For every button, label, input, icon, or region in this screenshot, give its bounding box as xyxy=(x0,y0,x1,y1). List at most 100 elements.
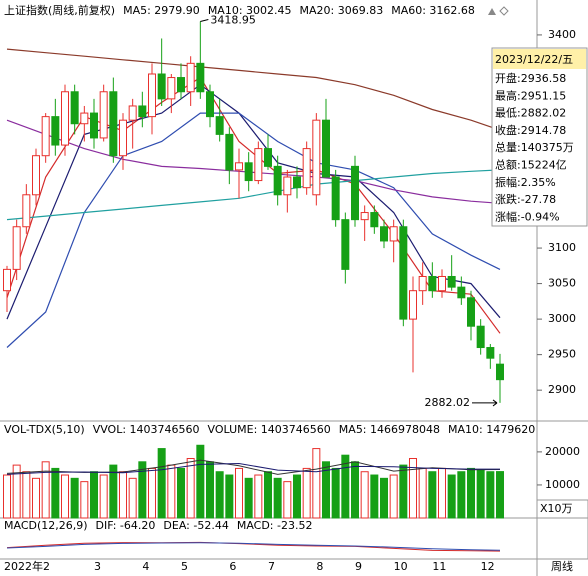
candle-body xyxy=(90,112,98,139)
candle-body xyxy=(496,363,504,381)
candle-body xyxy=(80,112,89,125)
candle-body xyxy=(380,226,388,242)
info-date-bg xyxy=(493,49,586,69)
toggle-icon[interactable] xyxy=(488,8,496,15)
ma-line xyxy=(6,462,500,475)
volume-bar xyxy=(41,461,50,519)
volume-bar xyxy=(244,477,253,519)
candle-body xyxy=(322,119,330,178)
annotation-arrow xyxy=(200,18,209,22)
volume-bar xyxy=(293,474,301,519)
candle-body xyxy=(418,275,427,292)
y-tick-label: 20000 xyxy=(545,445,580,458)
legend-entry: MA10: 1479620 xyxy=(448,423,535,436)
volume-bar xyxy=(302,467,311,519)
volume-bar xyxy=(467,467,475,519)
volume-bar xyxy=(61,474,69,519)
candle-body xyxy=(399,226,408,320)
candle-body xyxy=(138,105,147,118)
info-row: 涨跌:-27.78 xyxy=(495,192,556,206)
candle-body xyxy=(206,91,214,118)
candle-body xyxy=(12,226,21,270)
volume-bar xyxy=(225,474,234,519)
volume-bar xyxy=(167,464,176,519)
volume-bar xyxy=(331,467,340,519)
candle-body xyxy=(293,176,301,189)
volume-bar xyxy=(351,461,359,519)
legend-entry: MACD(12,26,9) xyxy=(4,519,88,532)
candle-body xyxy=(370,212,379,228)
x-tick-label: 8 xyxy=(316,560,323,573)
volume-bar xyxy=(148,467,156,519)
volume-bar xyxy=(283,481,292,519)
volume-bar xyxy=(322,461,330,519)
volume-bar xyxy=(409,457,417,519)
candle-body xyxy=(3,268,11,292)
volume-bar xyxy=(360,471,369,519)
ma-line xyxy=(6,169,501,221)
x-tick-label: 5 xyxy=(181,560,188,573)
annotation-arrow xyxy=(472,399,498,407)
volume-bar xyxy=(186,457,195,519)
volume-bar xyxy=(438,467,446,519)
legend-entry: MA5: 2979.90 xyxy=(123,4,200,17)
info-box xyxy=(491,47,588,227)
volume-bar xyxy=(476,469,485,519)
candle-body xyxy=(22,194,31,228)
volume-bar xyxy=(51,467,60,519)
candle-body xyxy=(186,62,195,93)
info-row: 振幅:2.35% xyxy=(495,175,556,189)
x-tick-label: 2022年2 xyxy=(4,559,50,573)
period-label: 周线 xyxy=(551,559,573,573)
volume-bar xyxy=(196,444,205,519)
info-row: 总额:15224亿 xyxy=(495,158,567,172)
candle-body xyxy=(409,290,417,320)
candle-body xyxy=(148,73,156,118)
info-row: 涨幅:-0.94% xyxy=(495,210,560,223)
volume-bar xyxy=(418,467,427,519)
legend-entry: MACD: -23.52 xyxy=(237,519,313,532)
candle-body xyxy=(312,119,321,196)
info-row: 最高:2951.15 xyxy=(495,88,566,102)
ma-line xyxy=(6,542,501,551)
candle-body xyxy=(302,148,311,189)
y-tick-label: 3050 xyxy=(548,277,576,290)
legend-entry: MA10: 3002.45 xyxy=(208,4,292,17)
info-row: 总量:140375万 xyxy=(495,140,574,154)
candle-body xyxy=(360,212,369,221)
legend-entry: VVOL: 1403746560 xyxy=(93,423,200,436)
y-tick-label: 3000 xyxy=(548,312,576,325)
volume-bar xyxy=(486,471,495,519)
x-tick-label: 3 xyxy=(94,560,101,573)
candle-body xyxy=(457,286,466,299)
candle-body xyxy=(70,91,79,125)
candle-body xyxy=(476,325,485,349)
candle-body xyxy=(109,91,118,157)
info-date: 2023/12/22/五 xyxy=(495,53,573,66)
volume-bar xyxy=(235,467,243,519)
volume-bar xyxy=(496,471,504,519)
volume-bar xyxy=(380,477,388,519)
chart-layer: 2900295030003050310031503200325033003350… xyxy=(3,3,588,573)
volume-bar xyxy=(341,454,350,519)
candle-body xyxy=(254,148,263,182)
volume-bar xyxy=(3,474,11,519)
candle-body xyxy=(128,105,137,121)
ma-line xyxy=(6,112,501,348)
volume-bar xyxy=(22,471,31,519)
candle-body xyxy=(215,116,224,135)
volume-bar xyxy=(70,477,79,519)
candle-body xyxy=(99,91,108,139)
candle-body xyxy=(486,347,495,359)
legend-entry: VOLUME: 1403746560 xyxy=(208,423,331,436)
candle-body xyxy=(51,116,60,146)
annotation: 3418.95 xyxy=(210,13,256,26)
unit-label: X10万 xyxy=(540,502,573,515)
candle-body xyxy=(157,73,166,100)
legend-entry: DIF: -64.20 xyxy=(96,519,156,532)
diamond-icon[interactable] xyxy=(499,6,509,16)
legend-entry: DEA: -52.44 xyxy=(163,519,228,532)
candle-body xyxy=(119,119,127,157)
y-tick-label: 3400 xyxy=(548,28,576,41)
